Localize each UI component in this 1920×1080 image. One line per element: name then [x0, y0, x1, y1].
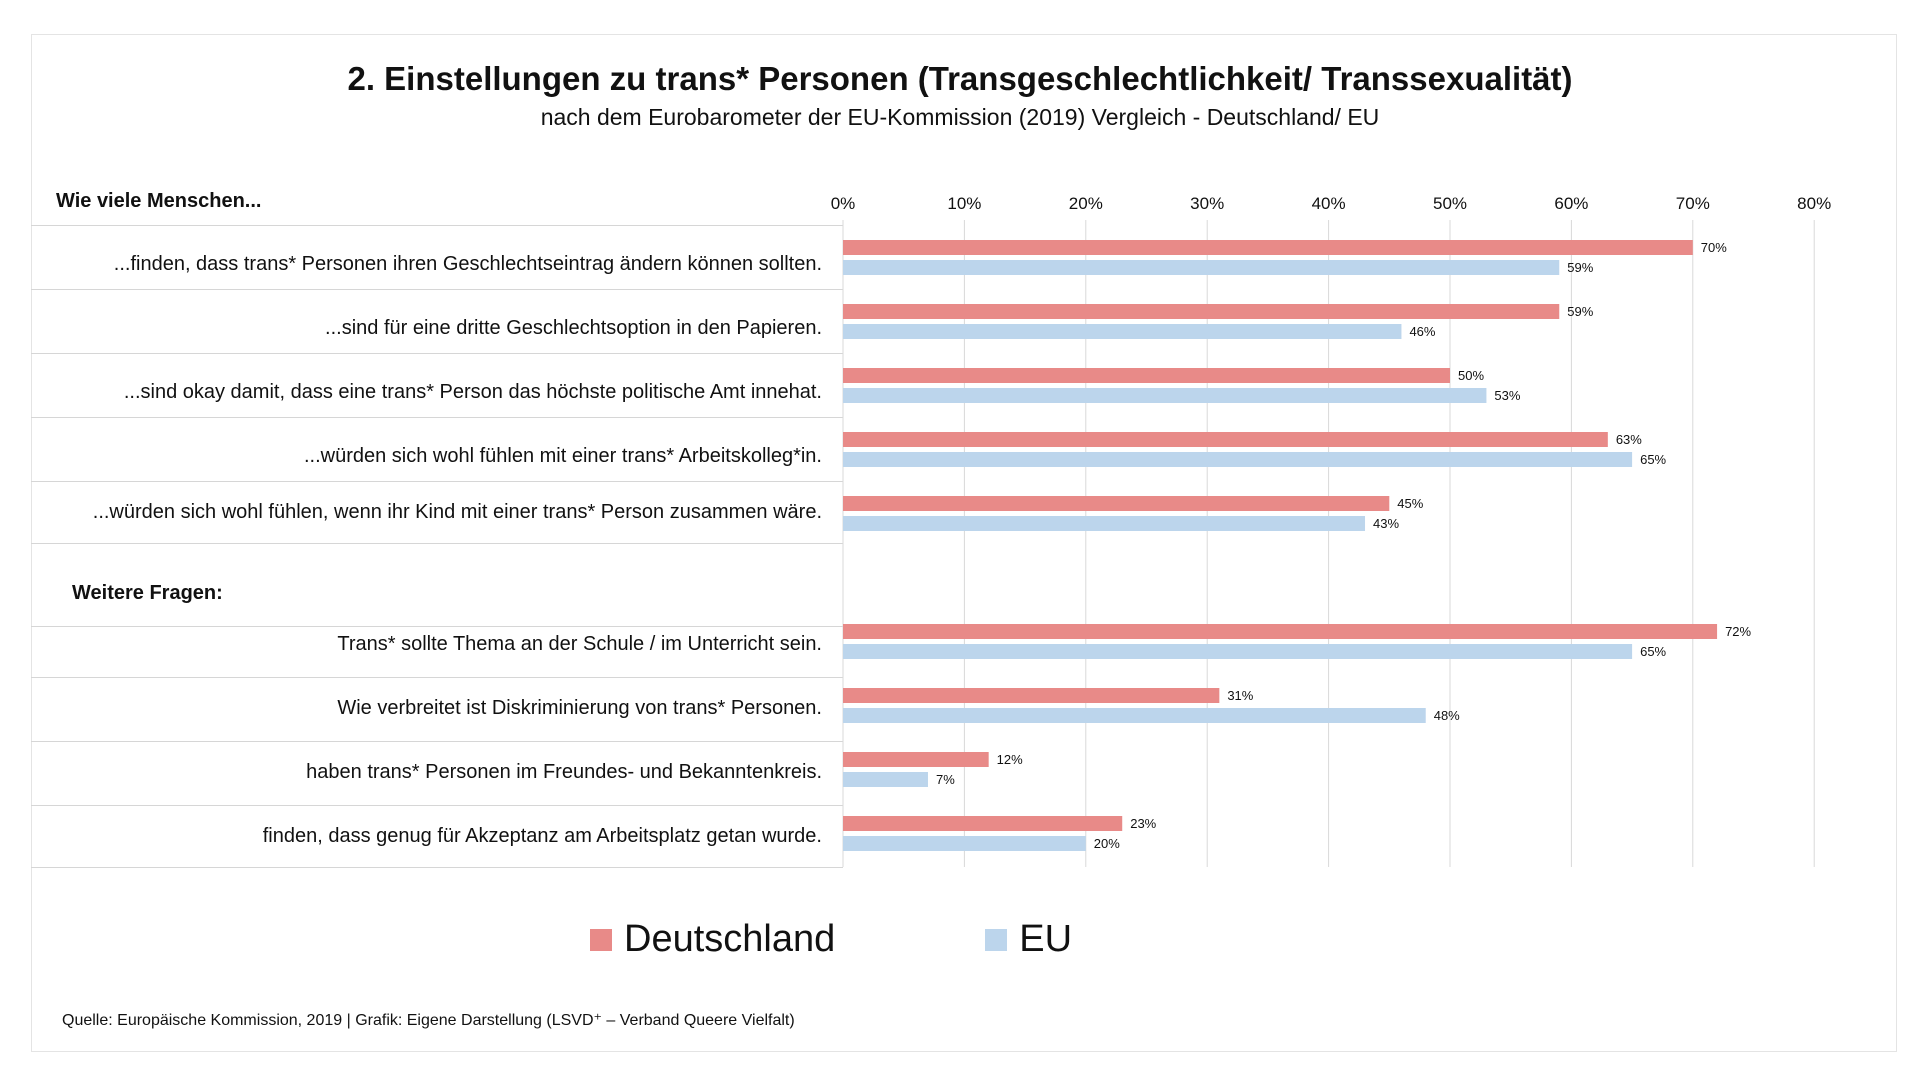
data-label: 70%: [1701, 240, 1727, 255]
legend-label-eu: EU: [1019, 918, 1073, 960]
bar-deutschland: [843, 624, 1718, 639]
bar-deutschland: [843, 752, 989, 767]
row-divider: [31, 481, 843, 482]
row-divider: [31, 677, 843, 678]
chart-subtitle: nach dem Eurobarometer der EU-Kommission…: [540, 104, 1380, 130]
row-divider: [31, 289, 843, 290]
category-label: Wie verbreitet ist Diskriminierung von t…: [337, 697, 822, 719]
x-tick-label: 80%: [1797, 194, 1831, 213]
x-tick-label: 10%: [947, 194, 981, 213]
bar-eu: [843, 708, 1426, 723]
data-label: 53%: [1494, 388, 1520, 403]
x-tick-label: 30%: [1190, 194, 1224, 213]
bar-eu: [843, 644, 1633, 659]
bar-deutschland: [843, 816, 1123, 831]
section-heading-weitere: Weitere Fragen:: [72, 582, 223, 604]
data-label: 46%: [1409, 324, 1435, 339]
bar-eu: [843, 324, 1402, 339]
bar-deutschland: [843, 368, 1450, 383]
data-label: 31%: [1227, 688, 1253, 703]
data-label: 45%: [1397, 496, 1423, 511]
category-label: ...würden sich wohl fühlen mit einer tra…: [303, 445, 822, 467]
chart-title: 2. Einstellungen zu trans* Personen (Tra…: [347, 60, 1573, 97]
bar-eu: [843, 452, 1633, 467]
bar-deutschland: [843, 304, 1560, 319]
data-label: 65%: [1640, 452, 1666, 467]
x-tick-label: 60%: [1554, 194, 1588, 213]
category-label: ...würden sich wohl fühlen, wenn ihr Kin…: [92, 500, 822, 523]
data-label: 59%: [1567, 260, 1593, 275]
legend-swatch-deutschland: [590, 928, 612, 951]
data-label: 12%: [997, 752, 1023, 767]
data-label: 48%: [1434, 708, 1460, 723]
x-tick-label: 20%: [1069, 194, 1103, 213]
bar-eu: [843, 772, 928, 787]
category-label: ...sind okay damit, dass eine trans* Per…: [123, 381, 822, 403]
x-tick-label: 70%: [1676, 194, 1710, 213]
category-label: ...sind für eine dritte Geschlechtsoptio…: [325, 317, 822, 339]
data-label: 50%: [1458, 368, 1484, 383]
bar-deutschland: [843, 432, 1608, 447]
legend-label-deutschland: Deutschland: [624, 918, 836, 960]
legend-item-eu: EU: [985, 918, 1072, 961]
bar-eu: [843, 260, 1560, 275]
data-label: 59%: [1567, 304, 1593, 319]
section-heading-menschen: Wie viele Menschen...: [56, 190, 262, 212]
row-divider: [31, 867, 843, 868]
legend-item-deutschland: Deutschland: [590, 918, 835, 961]
row-divider: [31, 353, 843, 354]
x-tick-label: 50%: [1433, 194, 1467, 213]
x-tick-label: 0%: [831, 194, 856, 213]
legend-swatch-eu: [985, 928, 1008, 951]
row-divider: [31, 543, 843, 544]
bar-eu: [843, 516, 1366, 531]
x-tick-label: 40%: [1312, 194, 1346, 213]
row-divider: [31, 417, 843, 418]
bar-deutschland: [843, 240, 1693, 255]
bar-deutschland: [843, 496, 1390, 511]
data-label: 65%: [1640, 644, 1666, 659]
category-label: finden, dass genug für Akzeptanz am Arbe…: [262, 825, 822, 847]
data-label: 63%: [1616, 432, 1642, 447]
category-label: ...finden, dass trans* Personen ihren Ge…: [113, 253, 822, 275]
category-label: Trans* sollte Thema an der Schule / im U…: [337, 632, 822, 655]
row-divider: [31, 741, 843, 742]
bar-eu: [843, 836, 1086, 851]
category-label: haben trans* Personen im Freundes- und B…: [306, 761, 822, 783]
data-label: 20%: [1094, 836, 1120, 851]
data-label: 43%: [1373, 516, 1399, 531]
source-note: Quelle: Europäische Kommission, 2019 | G…: [62, 1012, 795, 1029]
row-divider: [31, 626, 843, 627]
row-divider: [31, 225, 843, 226]
legend: Deutschland EU: [590, 918, 1222, 961]
row-divider: [31, 805, 843, 806]
bar-deutschland: [843, 688, 1220, 703]
bar-eu: [843, 388, 1487, 403]
data-label: 7%: [936, 772, 955, 787]
data-label: 23%: [1130, 816, 1156, 831]
data-label: 72%: [1725, 624, 1751, 639]
